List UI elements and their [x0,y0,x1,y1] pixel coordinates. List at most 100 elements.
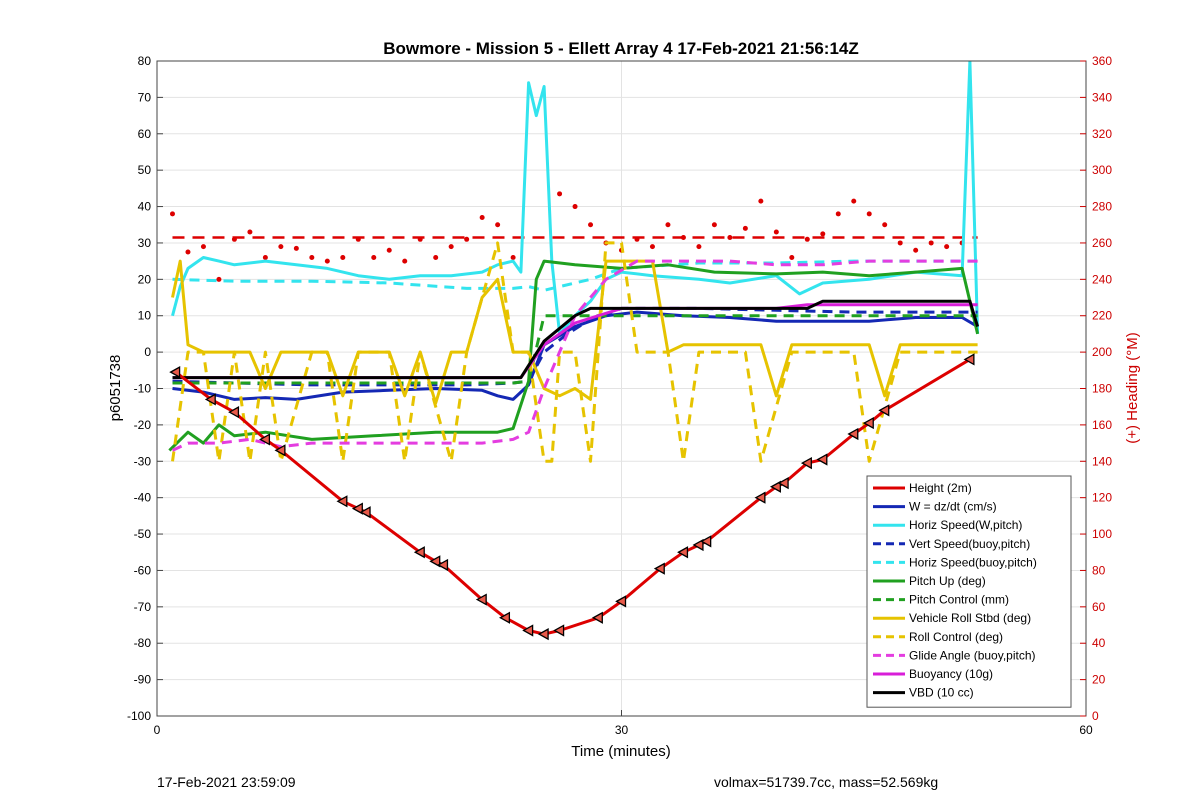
heading-dot [711,222,717,228]
y2-tick-label: 80 [1092,563,1106,577]
height-marker [204,393,216,406]
height-marker [553,624,565,637]
legend-entry-label: Horiz Speed(buoy,pitch) [909,555,1037,569]
heading-dot [324,258,330,264]
height-marker [228,406,240,419]
height-marker [862,416,874,430]
heading-dot [278,244,284,250]
series-line [171,61,980,336]
legend-entry-label: Vert Speed(buoy,pitch) [909,537,1030,551]
y2-tick-label: 360 [1092,54,1112,68]
x-axis-label: Time (minutes) [571,743,670,760]
heading-dot [293,245,299,251]
heading-dot [882,222,888,228]
y2-tick-label: 180 [1092,382,1112,396]
heading-dot [928,240,934,246]
y-tick-label: 30 [138,236,152,250]
height-marker [615,595,627,608]
y-tick-label: -40 [134,491,152,505]
height-marker [437,558,449,572]
height-marker [677,546,689,559]
y-tick-label: 40 [138,200,152,214]
height-marker [878,404,890,417]
height-marker [537,628,549,641]
height-marker [777,477,789,490]
height-marker [169,366,181,379]
height-marker [259,433,271,446]
series-line [171,259,978,405]
heading-dot [510,255,516,260]
heading-dot [169,211,175,217]
series-line [172,314,978,385]
y-tick-label: -70 [134,600,152,614]
y2-tick-label: 60 [1092,600,1106,614]
y2-tick-label: 340 [1092,90,1112,104]
y2-tick-label: 0 [1092,709,1099,723]
legend-box [866,475,1072,708]
height-marker [499,611,511,624]
y-axis-ticks: 80 70 60 50 40 30 20 10 0 -10 -20 -30 -40 -50 -60 -70 -8… [127,54,163,723]
height-marker [963,353,975,366]
y2-tick-label: 220 [1092,309,1112,323]
heading-dot [479,214,485,220]
height-marker [692,538,704,552]
y2-tick-label: 280 [1092,200,1112,214]
height-marker [800,456,812,470]
heading-dot [340,255,346,260]
heading-dot [185,249,191,255]
y2-tick-label: 260 [1092,236,1112,250]
height-marker [591,611,603,624]
y2-tick-label: 240 [1092,272,1112,286]
heading-dot [634,236,640,242]
heading-dot [417,236,423,242]
series-line [171,241,978,463]
y2-tick-label: 200 [1092,345,1112,359]
heading-dot [742,225,748,231]
heading-dot [572,204,578,210]
x-axis-ticks: 0 30 60 [154,710,1093,737]
heading-dot [758,198,764,204]
height-marker [413,546,425,559]
y2-tick-label: 140 [1092,454,1112,468]
y-tick-label: -100 [127,709,151,723]
y2-axis-ticks: 3603403203002802602402202001801601401201… [1080,54,1112,723]
height-marker [769,480,781,493]
y-tick-label: 60 [138,127,152,141]
legend-entry-label: Height (2m) [909,481,972,495]
height-marker [847,427,859,441]
heading-dot [588,222,594,228]
series-line [172,259,978,292]
legend-entry-label: VBD (10 cc) [909,686,974,700]
chart: 0 30 60 80706050403020100-10-20-30-40-50-6… [107,39,1141,760]
y2-tick-label: 40 [1092,636,1106,650]
heading-dot [913,247,919,253]
heading-dot [789,255,795,260]
y-tick-label: 20 [138,272,152,286]
heading-dot [557,191,563,197]
y-tick-label: 0 [144,345,151,359]
height-marker [754,491,766,504]
heading-dot [355,236,361,242]
y2-tick-label: 120 [1092,491,1112,505]
height-marker [274,444,286,457]
x-tick-label: 0 [154,723,161,737]
heading-dot [216,276,222,282]
y-tick-label: -10 [134,382,152,396]
heading-dot [200,244,206,250]
chart-title: Bowmore - Mission 5 - Ellett Array 4 17-… [383,39,859,58]
heading-dot [680,234,686,240]
legend: Height (2m) W = dz/dt (cm/s) Horiz Speed(W… [866,475,1072,708]
y-tick-label: 10 [138,309,152,323]
y-tick-label: -90 [134,673,152,687]
heading-dot [944,244,950,250]
height-marker [522,624,534,637]
y-tick-label: 80 [138,54,152,68]
height-marker [700,535,712,548]
heading-dot [262,255,268,260]
heading-dot [386,247,392,253]
heading-dot [402,258,408,264]
heading-dot [495,222,501,228]
y2-tick-label: 320 [1092,127,1112,141]
heading-dot [433,255,439,260]
height-marker [816,453,828,466]
